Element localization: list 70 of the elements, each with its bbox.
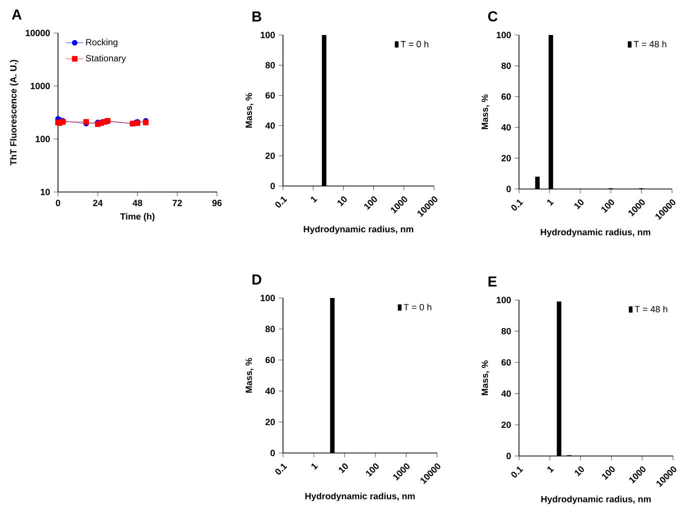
x-tick-label: 0.1 [275,463,288,474]
chart-title: C [488,11,498,22]
legend-label: T = 0 h [400,40,428,48]
x-axis-title: Hydrodynamic radius, nm [540,228,650,238]
x-tick-label: 1 [311,463,318,470]
y-tick-label: 80 [265,62,275,68]
x-axis-title: Hydrodynamic radius, nm [305,492,415,502]
chart-title: E [488,276,497,286]
y-tick-label: 0 [506,186,511,192]
y-tick-label: 0 [270,450,275,456]
y-tick-label: 20 [266,418,275,426]
y-tick-label: 100 [260,294,275,302]
x-tick-label: 100 [601,199,614,213]
x-tick-label: 10 [338,463,348,474]
legend-label: T = 48 h [634,40,666,48]
y-tick-label: 0 [506,452,511,460]
x-tick-label: 100 [366,463,379,477]
x-tick-label: 1 [310,196,318,203]
y-tick-label: 80 [501,328,511,334]
y-tick-label: 80 [501,62,511,69]
y-tick-label: 60 [266,356,275,364]
y-tick-label: 100 [260,32,275,38]
x-tick-label: 0.1 [511,199,524,210]
y-tick-label: 0 [270,182,275,190]
legend-label: Stationary [86,54,126,64]
x-tick-label: 10 [574,466,584,476]
y-tick-label: 60 [266,92,275,99]
x-tick-label: 100 [364,196,377,210]
x-tick-label: 0.1 [511,466,524,478]
y-tick-label: 80 [265,326,275,332]
y-tick-label: 20 [266,152,275,159]
x-tick-label: 1 [547,199,554,206]
x-axis-title: Time (h) [120,213,154,222]
x-tick-label: 100 [602,466,615,480]
y-tick-label: 40 [265,122,275,129]
x-tick-label: 10 [574,199,584,210]
y-axis-title: Mass, % [482,360,490,396]
x-tick-label: 72 [172,200,182,206]
y-axis-title: Mass, % [482,94,490,130]
chart-title: B [252,12,262,22]
y-tick-label: 40 [265,388,275,394]
x-tick-label: 24 [93,200,103,206]
legend-label: T = 0 h [404,304,432,310]
x-tick-label: 1 [547,466,554,473]
x-tick-label: 10 [338,196,347,206]
y-axis-title: Mass, % [246,358,254,393]
chart-title: D [252,274,262,284]
y-tick-label: 60 [502,93,511,100]
y-tick-label: 10 [40,188,50,196]
x-tick-label: 48 [132,200,142,206]
x-tick-label: 96 [212,200,222,206]
legend-label: Rocking [86,38,118,48]
y-tick-label: 40 [501,390,511,397]
x-tick-label: 0.1 [275,196,288,208]
y-axis-title: ThT Fluorescence (A. U.) [10,60,18,166]
y-tick-label: 100 [496,32,511,38]
y-tick-label: 60 [502,359,511,366]
y-tick-label: 1000 [30,82,50,90]
y-axis-title: Mass, % [246,92,254,128]
legend-label: T = 48 h [634,306,668,312]
x-axis-title: Hydrodynamic radius, nm [541,496,651,504]
y-tick-label: 100 [496,296,511,304]
y-tick-label: 10000 [26,30,50,36]
y-tick-label: 20 [502,422,511,428]
x-tick-label: 0 [56,200,60,206]
chart-title: A [12,10,22,20]
y-tick-label: 40 [501,124,511,131]
y-tick-label: 100 [36,136,50,142]
x-axis-title: Hydrodynamic radius, nm [304,226,414,234]
y-tick-label: 20 [502,154,511,162]
